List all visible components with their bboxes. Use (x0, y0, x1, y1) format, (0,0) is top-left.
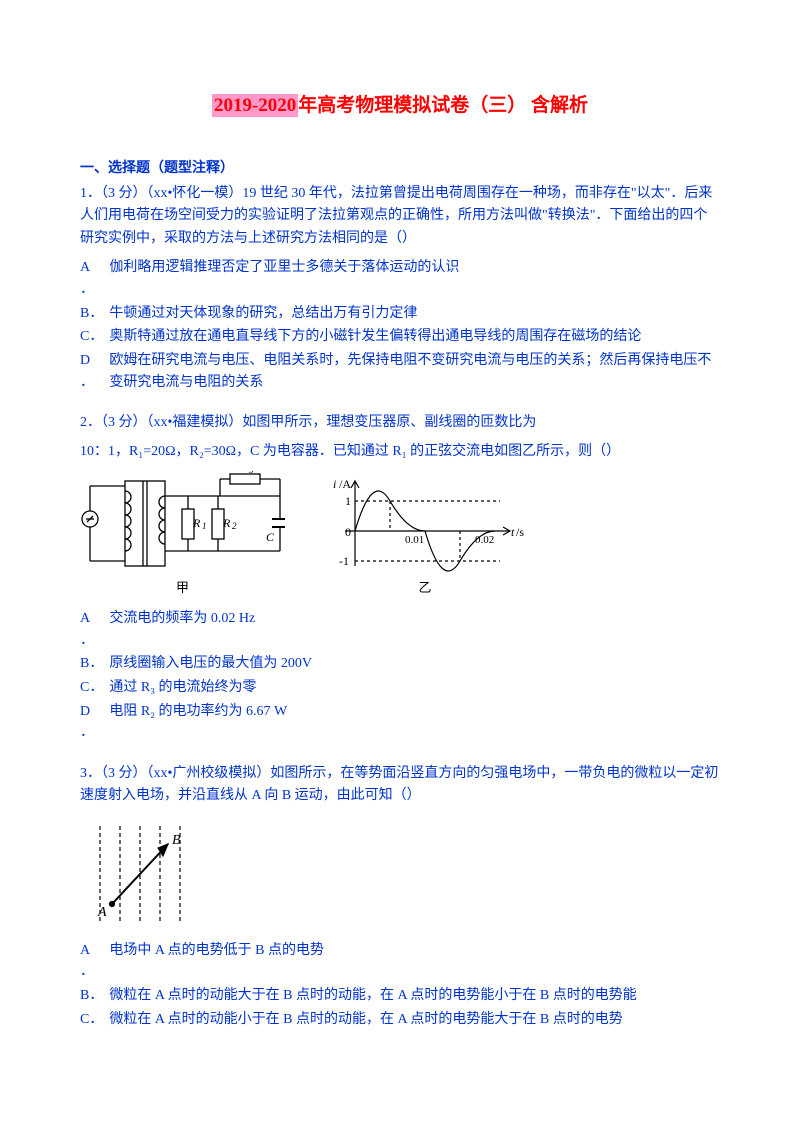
fig-caption-right: 乙 (418, 578, 431, 599)
svg-text:R: R (192, 516, 201, 530)
q2-stem1: 2．（3 分）（xx•福建模拟）如图甲所示，理想变压器原、副线圈的匝数比为 (80, 412, 720, 434)
svg-text:C: C (266, 530, 275, 544)
q1-stem: 1．（3 分）（xx•怀化一模）19 世纪 30 年代，法拉第曾提出电荷周围存在… (80, 183, 720, 250)
section-1-heading: 一、选择题（题型注释） (80, 157, 720, 177)
svg-text:R: R (222, 516, 231, 530)
opt-label: A． (80, 607, 109, 652)
q2-stem2: 10：1，R₁=20Ω，R₂=30Ω，C 为电容器．已知通过 R₁ 的正弦交流电… (80, 441, 720, 463)
opt-label: A． (80, 939, 109, 984)
question-2: 2．（3 分）（xx•福建模拟）如图甲所示，理想变压器原、副线圈的匝数比为 10… (80, 412, 720, 745)
q1-opt-b: 牛顿通过对天体现象的研究，总结出万有引力定律 (109, 302, 720, 326)
q3-opt-b: 微粒在 A 点时的动能大于在 B 点时的动能，在 A 点时的电势能小于在 B 点… (109, 984, 720, 1008)
svg-text:/s: /s (516, 525, 524, 539)
opt-label: D． (80, 700, 109, 745)
question-3: 3．（3 分）（xx•广州校级模拟）如图所示，在等势面沿竖直方向的匀强电场中，一… (80, 763, 720, 1032)
q3-opt-c: 微粒在 A 点时的动能小于在 B 点时的动能，在 A 点时的电势能大于在 B 点… (109, 1008, 720, 1032)
opt-label: C． (80, 325, 109, 349)
title-highlight: 2019-2020 (212, 94, 298, 117)
title-rest: 年高考物理模拟试卷（三） 含解析 (298, 95, 588, 116)
doc-title: 2019-2020年高考物理模拟试卷（三） 含解析 (80, 90, 720, 117)
q1-options: A．伽利略用逻辑推理否定了亚里士多德关于落体运动的认识 B．牛顿通过对天体现象的… (80, 256, 720, 394)
fig-caption-left: 甲 (176, 578, 189, 599)
q3-opt-a: 电场中 A 点的电势低于 B 点的电势 (109, 939, 720, 984)
q3-stem: 3．（3 分）（xx•广州校级模拟）如图所示，在等势面沿竖直方向的匀强电场中，一… (80, 763, 720, 808)
opt-label: B． (80, 652, 109, 676)
svg-text:B: B (172, 833, 181, 848)
sine-graph-icon: i/A 1 0 -1 0.01 0.02 t/s (325, 476, 525, 576)
q2-opt-b: 原线圈输入电压的最大值为 200V (109, 652, 720, 676)
q1-opt-a: 伽利略用逻辑推理否定了亚里士多德关于落体运动的认识 (109, 256, 720, 301)
svg-text:0: 0 (345, 525, 351, 539)
svg-text:A: A (97, 905, 107, 920)
q2-opt-c: 通过 R₃ 的电流始终为零 (109, 676, 720, 700)
svg-text:1: 1 (345, 494, 351, 508)
opt-label: B． (80, 302, 109, 326)
opt-label: A． (80, 256, 109, 301)
q2-opt-a: 交流电的频率为 0.02 Hz (109, 607, 720, 652)
q1-opt-d: 欧姆在研究电流与电压、电阻关系时，先保持电阻不变研究电流与电压的关系；然后再保持… (109, 349, 720, 394)
opt-label: B． (80, 984, 109, 1008)
q1-opt-c: 奥斯特通过放在通电直导线下方的小磁针发生偏转得出通电导线的周围存在磁场的结论 (109, 325, 720, 349)
q3-options: A．电场中 A 点的电势低于 B 点的电势 B．微粒在 A 点时的动能大于在 B… (80, 939, 720, 1032)
svg-text:-1: -1 (339, 554, 349, 568)
svg-text:R: R (239, 471, 248, 474)
opt-label: C． (80, 676, 109, 700)
q2-figures: R3 R1 R2 C 甲 (80, 471, 720, 599)
opt-label: C． (80, 1008, 109, 1032)
circuit-diagram-icon: R3 R1 R2 C (80, 471, 285, 576)
svg-text:i: i (333, 477, 336, 491)
svg-text:2: 2 (232, 521, 237, 531)
svg-text:1: 1 (202, 521, 207, 531)
field-diagram-icon: A B (80, 816, 210, 931)
svg-text:0.02: 0.02 (475, 534, 494, 546)
question-1: 1．（3 分）（xx•怀化一模）19 世纪 30 年代，法拉第曾提出电荷周围存在… (80, 183, 720, 394)
svg-text:0.01: 0.01 (405, 534, 424, 546)
q2-opt-d: 电阻 R₂ 的电功率约为 6.67 W (109, 700, 720, 745)
svg-text:t: t (511, 525, 515, 539)
opt-label: D． (80, 349, 109, 394)
svg-text:3: 3 (248, 471, 254, 475)
q2-options: A．交流电的频率为 0.02 Hz B．原线圈输入电压的最大值为 200V C．… (80, 607, 720, 745)
svg-text:/A: /A (339, 477, 351, 491)
